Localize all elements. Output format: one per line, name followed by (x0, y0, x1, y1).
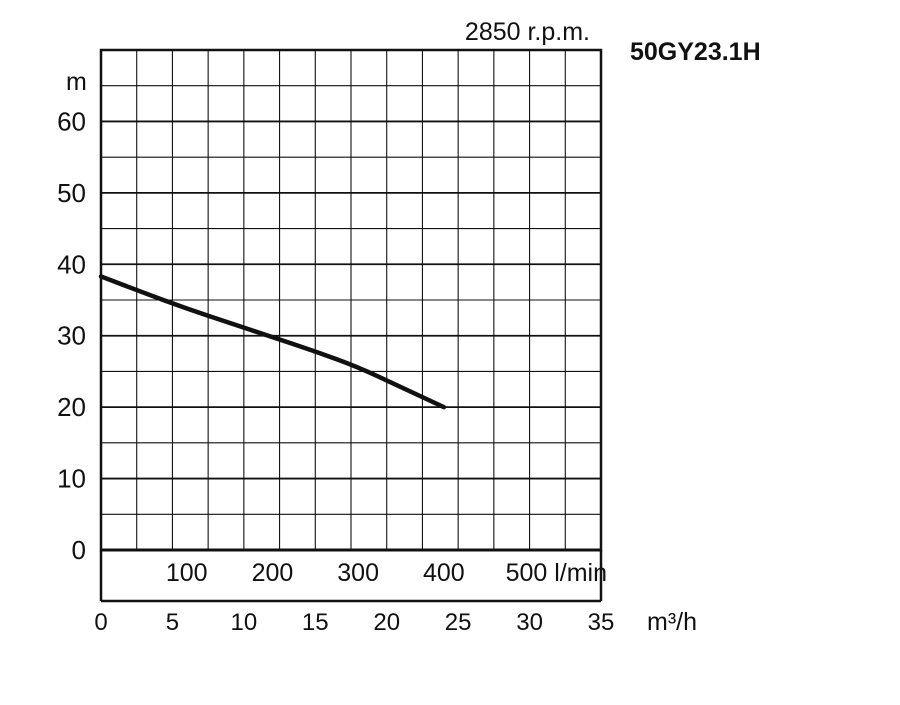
y-tick-label: 0 (72, 535, 86, 565)
x-tick-label: 35 (588, 609, 615, 636)
lmin-tick-label: 200 (252, 559, 294, 587)
lmin-tick-label: 100 (166, 559, 208, 587)
x-tick-label: 15 (302, 609, 329, 636)
tick-labels: 0 10 20 30 40 50 60 0 5 10 15 20 25 30 35 100 200 300 400 5… (57, 106, 614, 636)
series-layer (98, 274, 447, 410)
x-tick-label: 25 (445, 609, 472, 636)
x-tick-label: 30 (516, 609, 543, 636)
lmin-tick-label: 400 (423, 559, 465, 587)
chart-subtitle: 2850 r.p.m. (465, 18, 590, 46)
y-tick-label: 50 (57, 178, 86, 208)
lmin-tick-label: 300 (337, 559, 379, 587)
y-tick-label: 10 (57, 464, 86, 494)
y-tick-label: 30 (57, 321, 86, 351)
y-axis-label: m (66, 68, 87, 96)
y-tick-label: 20 (57, 392, 86, 422)
x-tick-label: 0 (94, 609, 107, 636)
x-tick-label: 10 (231, 609, 258, 636)
axes (99, 48, 603, 603)
y-tick-label: 60 (57, 106, 86, 136)
x-tick-label: 20 (373, 609, 400, 636)
x-axis-label: m³/h (647, 608, 697, 636)
x-tick-label: 5 (166, 609, 179, 636)
chart-title: 50GY23.1H (630, 38, 761, 66)
y-tick-label: 40 (57, 249, 86, 279)
grid (101, 50, 601, 550)
lmin-tick-label-last: 500 l/min (506, 559, 607, 587)
series-line (98, 274, 447, 410)
